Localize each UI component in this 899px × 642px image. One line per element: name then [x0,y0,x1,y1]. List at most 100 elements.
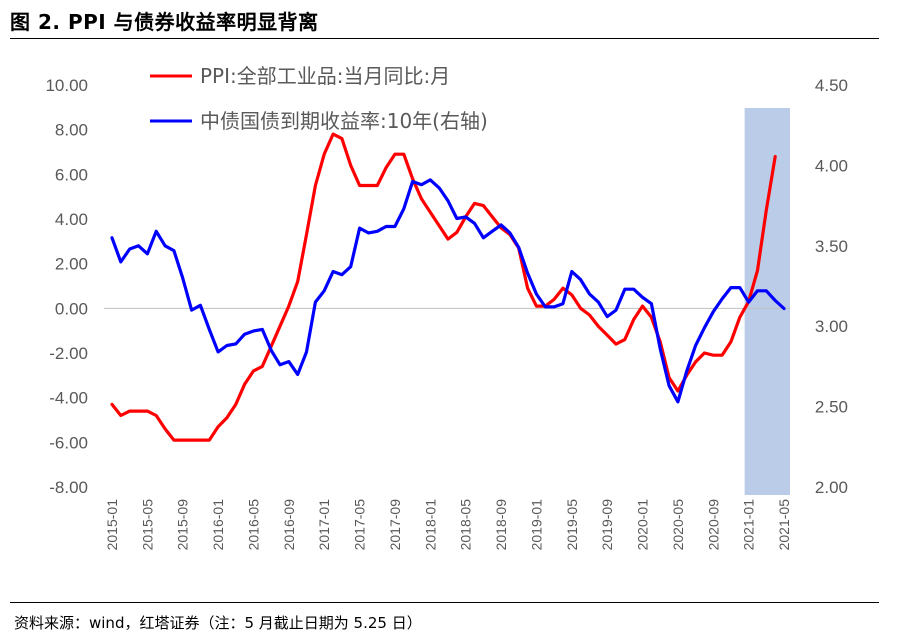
yield-point [234,342,237,346]
ppi-point [190,438,193,442]
y-left-tick-label: 8.00 [55,121,88,140]
ppi-point [703,351,706,355]
ppi-point [694,360,697,364]
legend: PPI:全部工业品:当月同比:月 中债国债到期收益率:10年(右轴) [150,64,488,133]
yield-point [340,273,344,276]
legend-label-ppi: PPI:全部工业品:当月同比:月 [200,64,450,88]
ppi-point [163,427,167,431]
yield-point [393,225,397,228]
ppi-point [597,325,600,328]
x-tick-label: 2019-05 [564,499,580,551]
yield-point [119,260,123,264]
yield-point [517,246,520,249]
yield-point [597,300,600,304]
yield-point [703,326,706,329]
ppi-point [305,233,308,236]
yield-point [632,288,635,291]
figure-title: 图 2. PPI 与债券收益率明显背离 [10,10,319,34]
ppi-point [349,164,352,167]
yield-point [199,304,202,307]
ppi-point [287,304,290,308]
x-tick-label: 2020-09 [705,499,721,551]
x-tick-label: 2015-05 [139,499,155,551]
yield-point [561,302,565,305]
ppi-point [526,287,529,290]
ppi-point [296,280,299,283]
yield-point [765,289,768,292]
series-layer [110,132,786,442]
ppi-point [119,414,123,417]
yield-point [464,215,467,219]
yield-point [570,270,573,273]
ppi-point [473,202,476,205]
ppi-point [455,231,458,234]
yield-point [367,231,370,235]
yield-point [641,296,644,299]
y-right-tick-label: 4.00 [815,156,848,175]
ppi-point [340,137,344,140]
ppi-point [579,307,582,310]
ppi-point [738,316,741,319]
yield-point [774,299,777,302]
ppi-point [720,354,724,357]
yield-point [473,222,476,225]
ppi-point [314,184,317,187]
yield-point [782,307,786,310]
y-left-tick-label: -2.00 [49,344,88,363]
ppi-point [128,409,131,413]
yield-point [402,207,405,210]
yield-point [606,315,609,318]
yield-point [659,347,662,350]
ppi-point [641,304,644,308]
yield-point [323,289,326,292]
yield-point [181,276,184,280]
yield-point [623,288,626,291]
yield-point [411,180,414,183]
source-rule [10,602,879,603]
x-tick-label: 2017-01 [316,499,332,551]
x-tick-label: 2016-05 [245,499,261,551]
yield-point [137,244,140,247]
yield-point [270,349,273,352]
ppi-point [243,383,246,386]
ppi-point [588,313,591,317]
ppi-point [358,184,361,187]
x-tick-label: 2018-09 [493,499,509,551]
ppi-point [155,414,158,417]
ppi-point [234,403,237,406]
yield-point [155,230,158,233]
yield-point [225,344,229,347]
yield-point [252,329,255,333]
x-tick-label: 2019-09 [599,499,615,551]
x-tick-label: 2020-05 [670,499,686,551]
ppi-point [623,338,626,341]
ppi-point [729,340,733,343]
x-tick-label: 2015-09 [175,499,191,551]
yield-point [667,384,671,387]
ppi-point [765,208,768,212]
ppi-point [552,298,556,301]
ppi-point [446,237,450,241]
x-tick-label: 2019-01 [528,499,544,551]
yield-point [535,292,538,296]
yield-point [676,400,680,403]
x-tick-label: 2017-09 [387,499,403,551]
y-right-tick-label: 3.00 [815,317,848,336]
highlight-band [744,108,790,495]
series-line-ppi [110,132,777,442]
yield-point [712,310,715,313]
ppi-point [181,438,184,442]
yield-point [455,217,458,220]
yield-point [376,230,379,233]
yield-point [694,344,697,347]
ppi-point [402,153,405,156]
ppi-point [632,318,635,321]
y-right-tick-label: 4.50 [815,76,848,95]
legend-label-yield: 中债国债到期收益率:10年(右轴) [200,109,488,133]
ppi-point [172,438,176,442]
yield-point [349,265,352,268]
ppi-point [570,293,573,297]
yield-point [128,247,131,251]
yield-point [614,308,618,312]
ppi-point [420,197,423,201]
